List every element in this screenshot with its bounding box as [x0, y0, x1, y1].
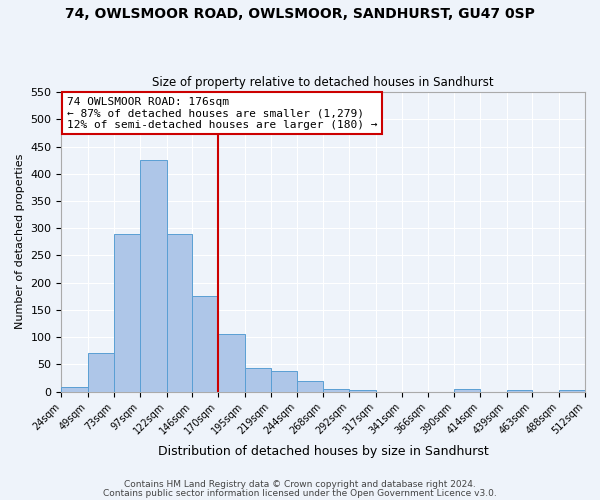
Bar	[61, 387, 88, 392]
Bar	[193, 296, 218, 392]
Bar	[167, 234, 193, 392]
Bar	[559, 390, 585, 392]
Title: Size of property relative to detached houses in Sandhurst: Size of property relative to detached ho…	[152, 76, 494, 90]
Text: 74, OWLSMOOR ROAD, OWLSMOOR, SANDHURST, GU47 0SP: 74, OWLSMOOR ROAD, OWLSMOOR, SANDHURST, …	[65, 8, 535, 22]
X-axis label: Distribution of detached houses by size in Sandhurst: Distribution of detached houses by size …	[158, 444, 488, 458]
Bar	[218, 334, 245, 392]
Bar	[323, 389, 349, 392]
Bar	[88, 354, 114, 392]
Bar	[298, 380, 323, 392]
Text: 74 OWLSMOOR ROAD: 176sqm
← 87% of detached houses are smaller (1,279)
12% of sem: 74 OWLSMOOR ROAD: 176sqm ← 87% of detach…	[67, 96, 377, 130]
Bar	[454, 390, 480, 392]
Bar	[506, 390, 532, 392]
Bar	[349, 390, 376, 392]
Text: Contains HM Land Registry data © Crown copyright and database right 2024.: Contains HM Land Registry data © Crown c…	[124, 480, 476, 489]
Bar	[245, 368, 271, 392]
Y-axis label: Number of detached properties: Number of detached properties	[15, 154, 25, 330]
Bar	[271, 372, 298, 392]
Bar	[140, 160, 167, 392]
Text: Contains public sector information licensed under the Open Government Licence v3: Contains public sector information licen…	[103, 488, 497, 498]
Bar	[114, 234, 140, 392]
